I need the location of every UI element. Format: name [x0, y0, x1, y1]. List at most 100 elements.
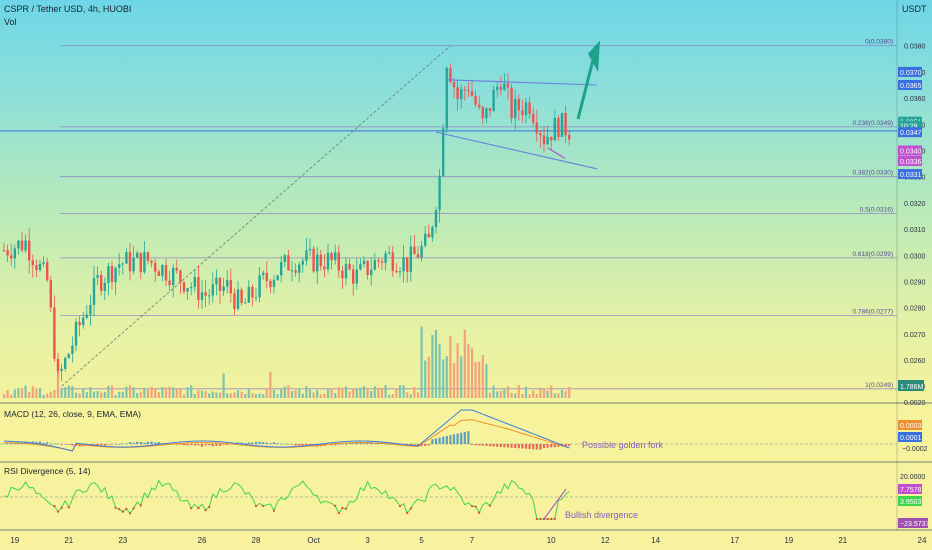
- macd-hist-bar: [2, 443, 6, 445]
- candle-body: [6, 250, 9, 256]
- candle-body: [528, 102, 531, 115]
- macd-hist-bar: [301, 444, 304, 446]
- macd-hist-bar: [128, 442, 132, 444]
- x-axis-label: 7: [470, 536, 475, 545]
- candle-body: [308, 248, 312, 251]
- volume-bar: [240, 391, 243, 398]
- volume-bar: [110, 385, 114, 398]
- rsi-oversold-point: [204, 509, 207, 512]
- macd-hist-bar: [136, 441, 139, 444]
- candle-body: [60, 368, 63, 371]
- volume-bar: [438, 343, 441, 398]
- volume-bar: [409, 394, 412, 398]
- macd-hist-bar: [416, 444, 420, 447]
- volume-bar: [521, 394, 524, 398]
- volume-bar: [290, 390, 294, 398]
- x-axis-label: Oct: [307, 536, 320, 545]
- rsi-oversold-point: [550, 517, 553, 521]
- volume-bar: [60, 389, 63, 398]
- price-axis-tick: 0.0300: [904, 253, 926, 260]
- candle-body: [406, 257, 409, 272]
- candle-body: [287, 255, 290, 271]
- macd-hist-bar: [290, 444, 294, 445]
- macd-hist-bar: [434, 438, 438, 444]
- candle-body: [64, 358, 67, 369]
- rsi-oversold-segments: [53, 504, 556, 521]
- candle-body: [370, 269, 373, 276]
- candle-body: [463, 89, 466, 91]
- fib-label: 0(0.0380): [865, 39, 893, 46]
- price-badge: [898, 127, 922, 138]
- candle-body: [247, 286, 250, 303]
- volume-bar: [244, 393, 247, 398]
- macd-hist-bar: [542, 444, 546, 448]
- channel-lower-line: [435, 131, 598, 170]
- volume-bar: [406, 392, 409, 398]
- candle-body: [197, 277, 200, 300]
- macd-hist-bar: [276, 443, 279, 444]
- volume-bar: [370, 391, 373, 398]
- rsi-badge-text: 7.7578: [900, 487, 922, 494]
- volume-bar: [280, 388, 283, 398]
- candle-body: [323, 266, 326, 270]
- candle-body: [222, 286, 225, 291]
- candle-body: [488, 108, 492, 112]
- macd-hist-bar: [427, 444, 430, 446]
- macd-hist-bar: [197, 444, 200, 446]
- divergence-price-line: [547, 147, 566, 159]
- rsi-oversold-point: [539, 517, 542, 521]
- candle-body: [290, 270, 294, 272]
- macd-hist-bar: [222, 444, 225, 445]
- candle-body: [132, 257, 135, 272]
- macd-hist-bar: [67, 444, 70, 445]
- volume-bar: [463, 329, 466, 398]
- candle-body: [524, 102, 528, 116]
- macd-hist-bar: [161, 442, 164, 444]
- macd-hist-bar: [71, 444, 74, 446]
- candle-body: [514, 98, 517, 119]
- rsi-badge: [898, 484, 922, 494]
- volume-bar: [316, 390, 319, 398]
- volume-bar: [258, 393, 261, 398]
- volume-bar: [74, 392, 78, 398]
- macd-hist-bar: [107, 444, 110, 445]
- candle-body: [265, 272, 268, 281]
- candle-body: [445, 68, 448, 129]
- volume-bar: [330, 388, 333, 398]
- price-badge-text: 0.0347: [900, 130, 922, 137]
- rsi-oversold-point: [56, 510, 60, 513]
- candle-body: [330, 252, 333, 261]
- candle-body: [272, 280, 276, 288]
- macd-hist-bar: [337, 444, 340, 445]
- candle-body: [510, 87, 513, 119]
- macd-hist-bar: [139, 442, 142, 444]
- macd-hist-bar: [438, 437, 441, 444]
- candle-body: [334, 252, 337, 261]
- volume-bar: [172, 387, 175, 398]
- macd-hist-bar: [42, 442, 45, 444]
- candle-body: [85, 314, 88, 318]
- macd-hist-bar: [557, 444, 560, 447]
- macd-hist-bar: [258, 441, 261, 444]
- rsi-oversold-point: [67, 506, 70, 509]
- volume-bar: [470, 348, 474, 398]
- rsi-oversold-point: [470, 504, 474, 508]
- candle-body: [402, 257, 405, 272]
- macd-axis-label: −0.0002: [902, 446, 928, 453]
- candle-body: [553, 117, 556, 141]
- candle-body: [452, 82, 456, 88]
- candle-body: [373, 260, 376, 270]
- macd-hist-bar: [60, 444, 63, 445]
- macd-hist-bar: [56, 443, 60, 445]
- macd-badge: [898, 432, 922, 442]
- candle-body: [460, 89, 463, 100]
- candle-body: [262, 272, 265, 276]
- volume-badge-text: 1.786M: [900, 384, 924, 391]
- macd-hist-bar: [553, 444, 556, 448]
- candle-body: [254, 297, 258, 299]
- volume-bar: [388, 394, 391, 398]
- volume-bar: [287, 385, 290, 398]
- rsi-annotation: Bullish divergence: [565, 510, 638, 520]
- volume-bar: [143, 387, 146, 398]
